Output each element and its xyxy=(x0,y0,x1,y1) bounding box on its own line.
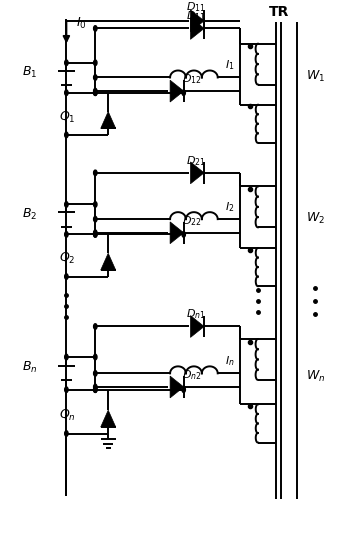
Text: $D_{12}$: $D_{12}$ xyxy=(182,72,202,86)
Circle shape xyxy=(65,354,68,360)
Circle shape xyxy=(94,384,97,390)
Text: $Q_n$: $Q_n$ xyxy=(59,408,76,424)
Circle shape xyxy=(94,230,97,236)
Text: $W_n$: $W_n$ xyxy=(306,369,325,384)
Text: $D_{11}$: $D_{11}$ xyxy=(186,9,205,23)
Text: TR: TR xyxy=(269,5,289,19)
Circle shape xyxy=(94,371,97,376)
Circle shape xyxy=(94,202,97,207)
Circle shape xyxy=(94,90,97,96)
Text: $B_1$: $B_1$ xyxy=(22,64,37,80)
Circle shape xyxy=(94,232,97,237)
Text: $D_{n1}$: $D_{n1}$ xyxy=(186,307,205,321)
Polygon shape xyxy=(170,222,184,244)
Polygon shape xyxy=(101,410,116,427)
Circle shape xyxy=(94,170,97,176)
Circle shape xyxy=(94,354,97,360)
Circle shape xyxy=(65,232,68,237)
Polygon shape xyxy=(191,18,204,39)
Circle shape xyxy=(65,431,68,436)
Circle shape xyxy=(65,132,68,138)
Text: $W_1$: $W_1$ xyxy=(306,69,325,84)
Circle shape xyxy=(182,232,185,237)
Circle shape xyxy=(94,216,97,222)
Polygon shape xyxy=(101,112,116,128)
Circle shape xyxy=(94,26,97,31)
Polygon shape xyxy=(191,316,204,337)
Text: $D_{22}$: $D_{22}$ xyxy=(182,214,202,228)
Circle shape xyxy=(94,387,97,393)
Circle shape xyxy=(94,387,97,393)
Polygon shape xyxy=(191,10,204,32)
Polygon shape xyxy=(101,254,116,270)
Circle shape xyxy=(65,202,68,207)
Circle shape xyxy=(94,88,97,94)
Circle shape xyxy=(182,387,185,393)
Circle shape xyxy=(182,90,185,96)
Circle shape xyxy=(65,60,68,66)
Text: $Q_1$: $Q_1$ xyxy=(59,110,76,125)
Circle shape xyxy=(94,324,97,329)
Circle shape xyxy=(94,60,97,66)
Circle shape xyxy=(65,90,68,96)
Text: $Q_2$: $Q_2$ xyxy=(59,251,76,266)
Text: $B_2$: $B_2$ xyxy=(22,206,37,221)
Polygon shape xyxy=(170,376,184,398)
Text: $D_{21}$: $D_{21}$ xyxy=(186,154,205,168)
Text: $B_n$: $B_n$ xyxy=(22,360,38,375)
Circle shape xyxy=(65,387,68,393)
Text: $D_{11}$: $D_{11}$ xyxy=(186,1,205,14)
Circle shape xyxy=(65,274,68,279)
Text: $I_2$: $I_2$ xyxy=(225,200,235,214)
Circle shape xyxy=(94,75,97,80)
Text: $I_0$: $I_0$ xyxy=(76,16,87,31)
Text: $I_n$: $I_n$ xyxy=(225,355,235,368)
Polygon shape xyxy=(170,80,184,102)
Polygon shape xyxy=(191,162,204,183)
Text: $D_{n2}$: $D_{n2}$ xyxy=(182,368,202,382)
Circle shape xyxy=(94,232,97,237)
Circle shape xyxy=(94,90,97,96)
Text: $I_1$: $I_1$ xyxy=(225,58,235,72)
Text: $W_2$: $W_2$ xyxy=(306,211,325,226)
